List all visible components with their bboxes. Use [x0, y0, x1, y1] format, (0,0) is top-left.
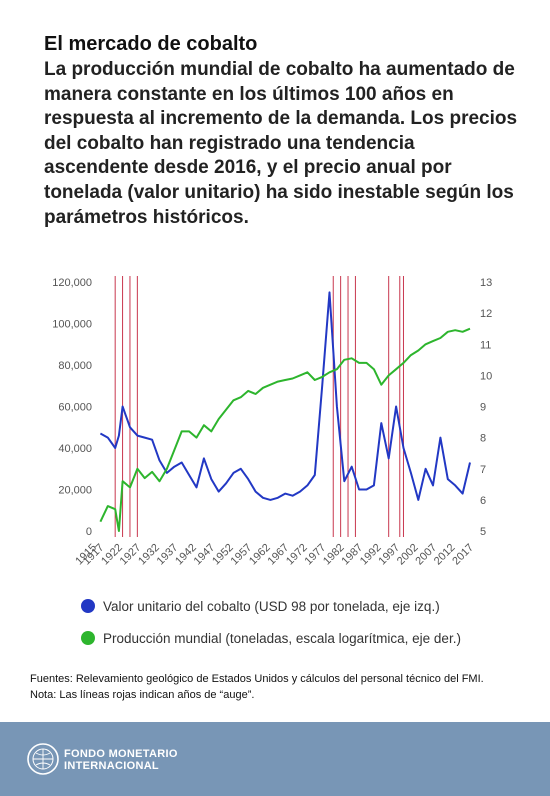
- y2-tick-label: 13: [480, 277, 492, 289]
- org-line: INTERNACIONAL: [64, 760, 159, 772]
- x-tick-label: 2017: [450, 542, 476, 568]
- note: Nota: Las líneas rojas indican años de “…: [30, 689, 255, 701]
- y-tick-label: 80,000: [58, 360, 92, 372]
- y2-tick-label: 5: [480, 526, 486, 538]
- imf-logo: [27, 743, 59, 775]
- sources: Fuentes: Relevamiento geológico de Estad…: [30, 673, 484, 685]
- y-tick-label: 100,000: [52, 319, 92, 331]
- y2-tick-label: 12: [480, 308, 492, 320]
- y-tick-label: 40,000: [58, 443, 92, 455]
- y2-tick-label: 9: [480, 402, 486, 414]
- org-line: FONDO MONETARIO: [64, 748, 178, 760]
- chart: 0 20,000 40,000 60,000 80,000 100,000 120,000 5…: [52, 276, 492, 646]
- y2-tick-label: 7: [480, 464, 486, 476]
- notes: Fuentes: Relevamiento geológico de Estad…: [30, 671, 520, 703]
- footer-bar: FONDO MONETARIO INTERNACIONAL: [0, 722, 550, 796]
- series-line: [99, 327, 471, 532]
- y-tick-label: 120,000: [52, 277, 92, 289]
- y-tick-label: 60,000: [58, 402, 92, 414]
- series-line: [99, 291, 471, 501]
- y-tick-label: 20,000: [58, 485, 92, 497]
- chart-title: El mercado de cobalto: [44, 33, 258, 55]
- legend-marker: [81, 599, 95, 613]
- y2-tick-label: 8: [480, 433, 486, 445]
- y2-tick-label: 6: [480, 495, 486, 507]
- legend-label: Producción mundial (toneladas, escala lo…: [103, 631, 461, 646]
- legend-label: Valor unitario del cobalto (USD 98 por t…: [103, 599, 440, 614]
- legend-marker: [81, 631, 95, 645]
- y-tick-label: 0: [86, 526, 92, 538]
- org-name: FONDO MONETARIO INTERNACIONAL: [64, 748, 178, 772]
- y2-tick-label: 11: [480, 339, 491, 351]
- chart-subtitle: La producción mundial de cobalto ha aume…: [44, 59, 518, 228]
- y2-tick-label: 10: [480, 370, 492, 382]
